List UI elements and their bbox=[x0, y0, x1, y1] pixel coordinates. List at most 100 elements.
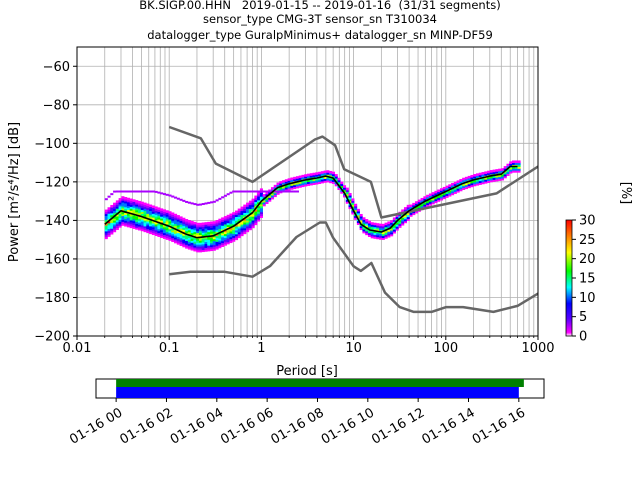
density-cell bbox=[226, 234, 230, 237]
density-cell bbox=[254, 220, 258, 224]
density-cell bbox=[162, 230, 167, 234]
density-cell bbox=[174, 236, 178, 240]
density-cell bbox=[356, 222, 360, 225]
density-cell bbox=[165, 221, 169, 225]
density-cell bbox=[198, 234, 203, 237]
density-cell bbox=[171, 216, 175, 219]
density-cell bbox=[434, 196, 438, 200]
density-cell bbox=[107, 232, 111, 235]
density-cell bbox=[409, 212, 413, 215]
density-cell bbox=[279, 190, 283, 193]
density-cell bbox=[232, 233, 236, 236]
density-cell bbox=[218, 234, 222, 237]
density-cell bbox=[359, 225, 363, 229]
density-cell bbox=[268, 191, 272, 194]
density-cell bbox=[135, 203, 139, 207]
density-cell bbox=[456, 182, 460, 185]
density-cell bbox=[240, 210, 244, 214]
density-cell bbox=[165, 216, 169, 219]
density-cell bbox=[257, 218, 261, 222]
density-cell bbox=[118, 211, 122, 215]
density-cell bbox=[379, 233, 383, 236]
density-cell bbox=[218, 218, 222, 222]
density-cell bbox=[218, 236, 222, 239]
density-cell bbox=[370, 222, 374, 225]
density-cell bbox=[107, 222, 111, 226]
segment-bar-blue bbox=[116, 387, 519, 398]
density-cell bbox=[190, 247, 194, 251]
density-cell bbox=[212, 242, 216, 245]
density-cell bbox=[329, 174, 333, 178]
density-cell bbox=[110, 208, 114, 212]
density-cell bbox=[204, 247, 208, 250]
density-cell bbox=[384, 234, 388, 237]
density-cell bbox=[110, 231, 114, 235]
density-cell bbox=[257, 195, 261, 199]
density-cell bbox=[340, 183, 344, 187]
density-cell bbox=[403, 214, 408, 218]
density-cell bbox=[453, 187, 457, 191]
density-cell bbox=[246, 202, 250, 206]
density-cell bbox=[320, 176, 324, 180]
density-cell bbox=[406, 206, 410, 210]
density-cell bbox=[395, 224, 399, 227]
density-cell bbox=[146, 218, 150, 222]
density-cell bbox=[334, 174, 338, 177]
density-cell bbox=[475, 181, 480, 184]
density-cell bbox=[160, 216, 164, 219]
mode-curve bbox=[104, 165, 518, 239]
density-cell bbox=[412, 202, 416, 206]
density-cell bbox=[489, 175, 493, 179]
density-cell bbox=[354, 203, 358, 207]
density-cell bbox=[198, 203, 203, 206]
density-cell bbox=[276, 190, 280, 193]
density-cell bbox=[185, 220, 189, 224]
density-cell bbox=[154, 214, 158, 217]
density-cell bbox=[193, 239, 197, 242]
density-cell bbox=[439, 195, 444, 199]
density-cell bbox=[442, 194, 446, 198]
density-cell bbox=[306, 181, 311, 184]
density-cell bbox=[229, 236, 233, 240]
density-cell bbox=[456, 189, 460, 193]
density-cell bbox=[107, 209, 111, 212]
density-cell bbox=[201, 222, 205, 226]
density-cell bbox=[481, 173, 485, 177]
density-cell bbox=[204, 239, 208, 243]
y-tick-label: −180 bbox=[34, 291, 70, 306]
density-cell bbox=[248, 225, 252, 229]
density-cell bbox=[174, 233, 178, 236]
density-cell bbox=[124, 196, 128, 200]
density-cell bbox=[126, 203, 130, 207]
density-cell bbox=[115, 221, 119, 225]
density-cell bbox=[470, 176, 474, 180]
density-cell bbox=[259, 215, 263, 218]
density-cell bbox=[149, 229, 153, 233]
density-cell bbox=[257, 211, 261, 214]
density-cell bbox=[193, 241, 197, 244]
density-cell bbox=[362, 228, 366, 232]
density-cell bbox=[395, 218, 399, 221]
density-cell bbox=[118, 213, 122, 217]
density-cell bbox=[306, 175, 311, 179]
density-cell bbox=[282, 180, 286, 183]
density-cell bbox=[129, 215, 133, 219]
density-cell bbox=[237, 231, 241, 235]
density-cell bbox=[428, 195, 432, 198]
density-cell bbox=[196, 203, 200, 206]
density-cell bbox=[157, 218, 161, 222]
density-cell bbox=[498, 168, 502, 172]
density-cell bbox=[187, 225, 191, 229]
density-cell bbox=[257, 213, 261, 216]
density-cell bbox=[290, 187, 294, 190]
density-cell bbox=[110, 220, 114, 223]
density-cell bbox=[492, 169, 496, 173]
density-cell bbox=[370, 229, 374, 233]
density-cell bbox=[451, 188, 455, 192]
density-cell bbox=[201, 239, 205, 243]
density-cell bbox=[506, 171, 510, 175]
density-cell bbox=[201, 226, 205, 229]
density-cell bbox=[115, 208, 119, 211]
density-cell bbox=[376, 236, 380, 240]
density-cell bbox=[187, 245, 191, 248]
